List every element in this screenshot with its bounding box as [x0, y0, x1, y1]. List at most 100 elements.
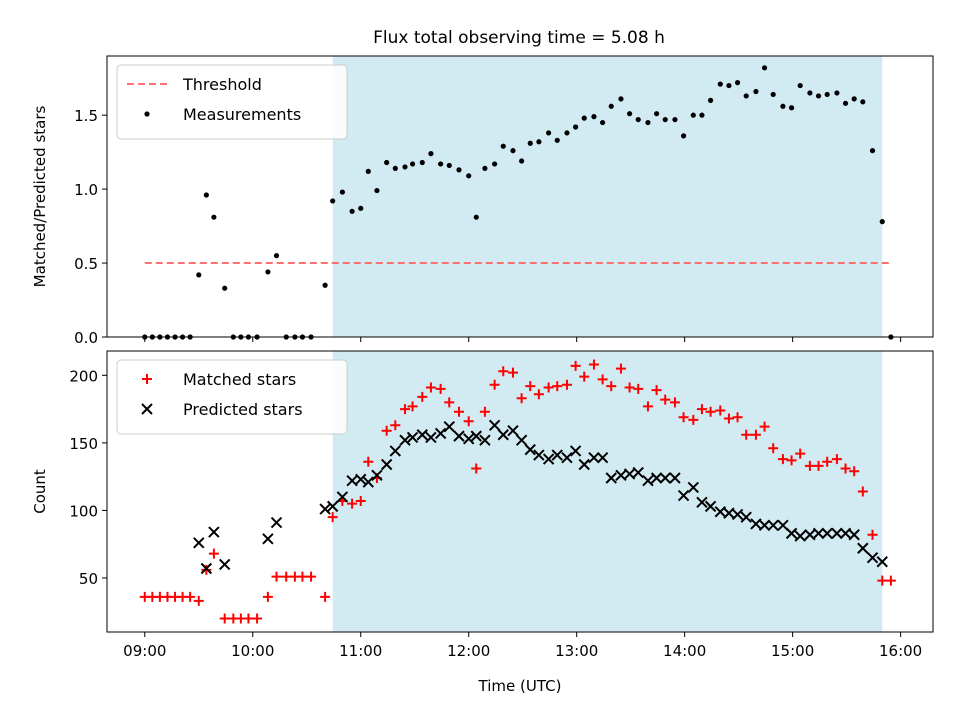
- point-matched-stars: [688, 414, 699, 425]
- point-measurements: [618, 96, 624, 102]
- legend-box: [116, 359, 348, 435]
- point-matched-stars: [453, 406, 464, 417]
- point-predicted-stars: [659, 472, 671, 484]
- point-matched-stars: [327, 512, 338, 523]
- point-matched-stars: [777, 454, 788, 465]
- point-measurements: [824, 91, 830, 98]
- point-matched-stars: [642, 401, 653, 412]
- point-measurements: [564, 130, 570, 136]
- point-predicted-stars: [479, 434, 491, 446]
- chart-title: Flux total observing time = 5.08 h: [373, 28, 665, 48]
- point-measurements: [510, 148, 516, 154]
- point-matched-stars: [840, 463, 851, 474]
- legend-label: Measurements: [183, 105, 301, 124]
- point-predicted-stars: [794, 530, 806, 542]
- point-measurements: [409, 161, 416, 167]
- point-measurements: [419, 159, 425, 166]
- point-measurements: [726, 82, 732, 89]
- point-matched-stars: [525, 381, 536, 392]
- point-measurements: [402, 164, 408, 170]
- point-matched-stars: [417, 391, 428, 402]
- y-tick-label: 150: [69, 435, 98, 453]
- point-predicted-stars: [515, 434, 528, 446]
- point-measurements: [707, 97, 714, 103]
- x-tick-label: 16:00: [879, 642, 922, 660]
- point-predicted-stars: [777, 519, 789, 531]
- y-tick-label: 0.0: [74, 329, 98, 347]
- point-matched-stars: [877, 575, 888, 586]
- point-matched-stars: [813, 460, 824, 471]
- point-measurements: [680, 133, 687, 139]
- point-matched-stars: [732, 412, 743, 423]
- point-matched-stars: [444, 397, 455, 408]
- point-matched-stars: [804, 460, 815, 471]
- point-predicted-stars: [406, 431, 419, 444]
- point-matched-stars: [723, 413, 734, 424]
- point-matched-stars: [624, 382, 635, 393]
- point-predicted-stars: [669, 472, 681, 484]
- legend-label: Matched stars: [183, 370, 296, 389]
- point-measurements: [761, 65, 768, 71]
- point-matched-stars: [849, 466, 860, 477]
- point-measurements: [834, 90, 840, 96]
- point-predicted-stars: [731, 508, 744, 521]
- point-measurements: [203, 192, 209, 198]
- point-matched-stars: [696, 404, 707, 415]
- y-tick-label: 50: [79, 570, 98, 588]
- y-tick-label: 100: [69, 502, 98, 520]
- point-predicted-stars: [578, 458, 590, 471]
- point-matched-stars: [606, 381, 617, 392]
- point-predicted-stars: [497, 429, 509, 441]
- point-matched-stars: [425, 382, 436, 393]
- point-matched-stars: [407, 401, 418, 412]
- point-predicted-stars: [488, 419, 501, 432]
- point-matched-stars: [741, 429, 752, 440]
- point-matched-stars: [750, 429, 761, 440]
- point-measurements: [797, 82, 803, 89]
- x-tick-label: 10:00: [231, 642, 274, 660]
- point-predicted-stars: [758, 519, 771, 531]
- point-matched-stars: [795, 448, 806, 459]
- legend-measurements-swatch: [144, 111, 150, 117]
- point-measurements: [473, 214, 479, 220]
- point-measurements: [780, 103, 786, 109]
- point-measurements: [734, 80, 741, 86]
- point-measurements: [339, 189, 345, 195]
- point-matched-stars: [822, 456, 833, 467]
- point-predicted-stars: [704, 500, 717, 513]
- point-matched-stars: [705, 406, 716, 417]
- point-matched-stars: [262, 591, 273, 602]
- point-matched-stars: [219, 613, 230, 624]
- point-matched-stars: [615, 363, 626, 374]
- point-matched-stars: [507, 367, 518, 378]
- point-measurements: [500, 143, 506, 149]
- observing-window-shade: [332, 56, 883, 337]
- point-predicted-stars: [443, 420, 455, 433]
- bottom-panel: 50 100 150 200 09:00 10:00 11:00 12:00 13:00 14:0…: [31, 350, 934, 695]
- legend: Threshold Measurements: [116, 64, 348, 140]
- point-matched-stars: [363, 456, 374, 467]
- point-matched-stars: [588, 359, 599, 370]
- point-matched-stars: [281, 571, 292, 582]
- point-measurements: [573, 124, 579, 130]
- point-matched-stars: [355, 495, 366, 506]
- y-tick-label: 0.5: [74, 255, 98, 273]
- x-tick-label: 13:00: [555, 642, 598, 660]
- point-matched-stars: [831, 454, 842, 465]
- legend-matched-stars-swatch: [142, 374, 152, 384]
- point-predicted-stars: [336, 491, 349, 503]
- point-matched-stars: [297, 571, 308, 582]
- point-predicted-stars: [524, 443, 536, 456]
- point-measurements: [608, 103, 614, 109]
- point-measurements: [788, 105, 795, 111]
- point-matched-stars: [633, 383, 644, 394]
- point-predicted-stars: [605, 472, 617, 484]
- point-matched-stars: [516, 393, 527, 404]
- point-measurements: [743, 93, 749, 99]
- point-measurements: [690, 112, 696, 118]
- point-measurements: [358, 205, 364, 211]
- point-measurements: [330, 198, 336, 204]
- point-predicted-stars: [362, 476, 375, 488]
- point-matched-stars: [185, 591, 196, 602]
